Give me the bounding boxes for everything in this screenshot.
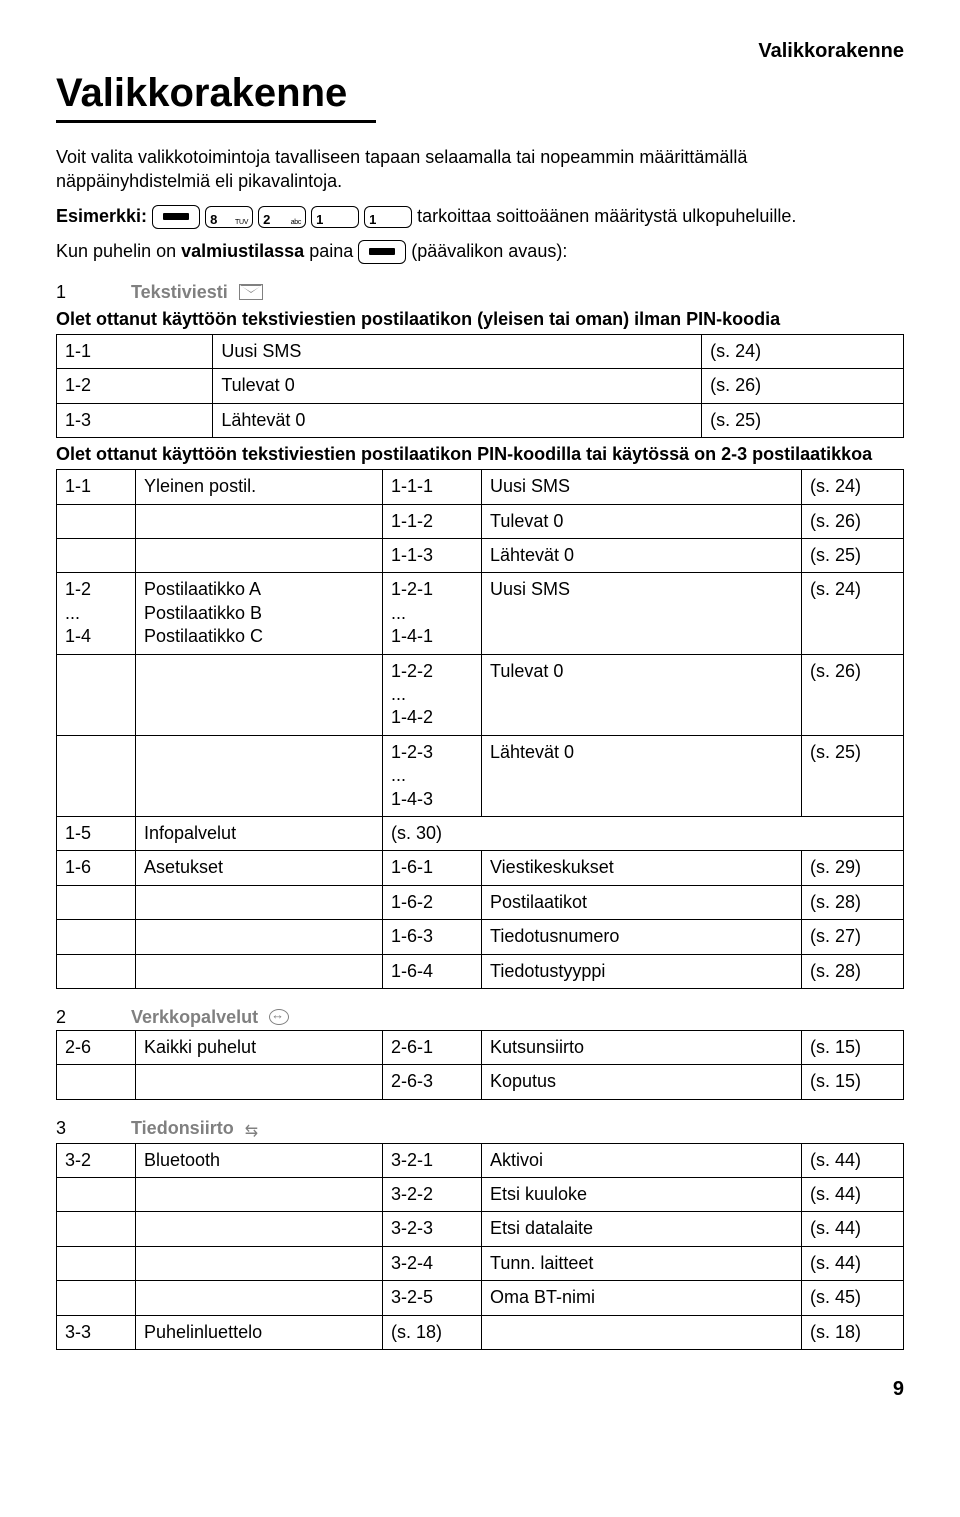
table-4: 1-6Asetukset1-6-1Viestikeskukset(s. 29)1… bbox=[56, 850, 904, 989]
corner-title: Valikkorakenne bbox=[56, 40, 904, 63]
p3a: Kun puhelin on bbox=[56, 241, 181, 261]
table-row: 3-3Puhelinluettelo(s. 18)(s. 18) bbox=[57, 1315, 904, 1349]
p3d: (päävalikon avaus): bbox=[406, 241, 567, 261]
table-row: 1-1-3Lähtevät 0(s. 25) bbox=[57, 539, 904, 573]
p3b: valmiustilassa bbox=[181, 241, 304, 261]
section-1-num: 1 bbox=[56, 282, 126, 303]
table-row: 1-3Lähtevät 0(s. 25) bbox=[57, 403, 904, 437]
key-icon: 2abc bbox=[258, 206, 306, 228]
section-3-head: 3 Tiedonsiirto ⇆ bbox=[56, 1118, 904, 1141]
section-1-label: Tekstiviesti bbox=[131, 282, 228, 302]
table-row: 1-6-4Tiedotustyyppi(s. 28) bbox=[57, 954, 904, 988]
menu-key-icon-2 bbox=[358, 240, 406, 264]
table-row: 1-1Yleinen postil.1-1-1Uusi SMS(s. 24) bbox=[57, 470, 904, 504]
table-row: 2-6-3Koputus(s. 15) bbox=[57, 1065, 904, 1099]
table-row: 1-1Uusi SMS(s. 24) bbox=[57, 335, 904, 369]
p3c: paina bbox=[304, 241, 358, 261]
menu-key-icon bbox=[152, 205, 200, 229]
table-7: 3-3Puhelinluettelo(s. 18)(s. 18) bbox=[56, 1315, 904, 1350]
table-row: 1-6-3Tiedotusnumero(s. 27) bbox=[57, 920, 904, 954]
network-icon bbox=[269, 1009, 289, 1025]
section-2-label: Verkkopalvelut bbox=[131, 1007, 258, 1027]
table-row: 1-2-3...1-4-3Lähtevät 0(s. 25) bbox=[57, 735, 904, 816]
table-row: 1-2...1-4Postilaatikko APostilaatikko BP… bbox=[57, 573, 904, 654]
example-label: Esimerkki: bbox=[56, 206, 147, 226]
data-transfer-icon: ⇆ bbox=[245, 1121, 258, 1141]
table-row: 1-6-2Postilaatikot(s. 28) bbox=[57, 885, 904, 919]
mail-icon bbox=[239, 284, 263, 300]
title-underline bbox=[56, 120, 376, 123]
section-1-head: 1 Tekstiviesti bbox=[56, 282, 904, 303]
table-row: 2-6Kaikki puhelut2-6-1Kutsunsiirto(s. 15… bbox=[57, 1030, 904, 1064]
table-row: 1-1-2Tulevat 0(s. 26) bbox=[57, 504, 904, 538]
note-2: Olet ottanut käyttöön tekstiviestien pos… bbox=[56, 444, 904, 465]
standby-line: Kun puhelin on valmiustilassa paina (pää… bbox=[56, 239, 904, 264]
section-2-head: 2 Verkkopalvelut bbox=[56, 1007, 904, 1028]
section-3-label: Tiedonsiirto bbox=[131, 1118, 234, 1138]
table-row: 3-2-3Etsi datalaite(s. 44) bbox=[57, 1212, 904, 1246]
table-row: 3-2-2Etsi kuuloke(s. 44) bbox=[57, 1178, 904, 1212]
example-line: Esimerkki: 8TUV 2abc 1 1 tarkoittaa soit… bbox=[56, 204, 904, 229]
table-row: 1-5Infopalvelut(s. 30) bbox=[57, 816, 904, 850]
table-row: 1-6Asetukset1-6-1Viestikeskukset(s. 29) bbox=[57, 851, 904, 885]
section-2-num: 2 bbox=[56, 1007, 126, 1028]
table-2: 1-1Yleinen postil.1-1-1Uusi SMS(s. 24)1-… bbox=[56, 469, 904, 817]
note-1: Olet ottanut käyttöön tekstiviestien pos… bbox=[56, 309, 904, 330]
table-row: 3-2Bluetooth3-2-1Aktivoi(s. 44) bbox=[57, 1143, 904, 1177]
section-3-num: 3 bbox=[56, 1118, 126, 1139]
key-icon: 8TUV bbox=[205, 206, 253, 228]
page-number: 9 bbox=[56, 1378, 904, 1401]
example-post: tarkoittaa soittoäänen määritystä ulkopu… bbox=[417, 206, 796, 226]
table-row: 1-2-2...1-4-2Tulevat 0(s. 26) bbox=[57, 654, 904, 735]
table-row: 1-2Tulevat 0(s. 26) bbox=[57, 369, 904, 403]
table-row: 3-2-5Oma BT-nimi(s. 45) bbox=[57, 1281, 904, 1315]
table-3: 1-5Infopalvelut(s. 30) bbox=[56, 816, 904, 851]
table-1: 1-1Uusi SMS(s. 24)1-2Tulevat 0(s. 26)1-3… bbox=[56, 334, 904, 438]
page-title: Valikkorakenne bbox=[56, 71, 904, 116]
table-row: 3-2-4Tunn. laitteet(s. 44) bbox=[57, 1246, 904, 1280]
table-6: 3-2Bluetooth3-2-1Aktivoi(s. 44)3-2-2Etsi… bbox=[56, 1143, 904, 1316]
intro-p1: Voit valita valikkotoimintoja tavallisee… bbox=[56, 145, 904, 194]
key-icon: 1 bbox=[311, 206, 359, 228]
key-icon: 1 bbox=[364, 206, 412, 228]
table-5: 2-6Kaikki puhelut2-6-1Kutsunsiirto(s. 15… bbox=[56, 1030, 904, 1100]
